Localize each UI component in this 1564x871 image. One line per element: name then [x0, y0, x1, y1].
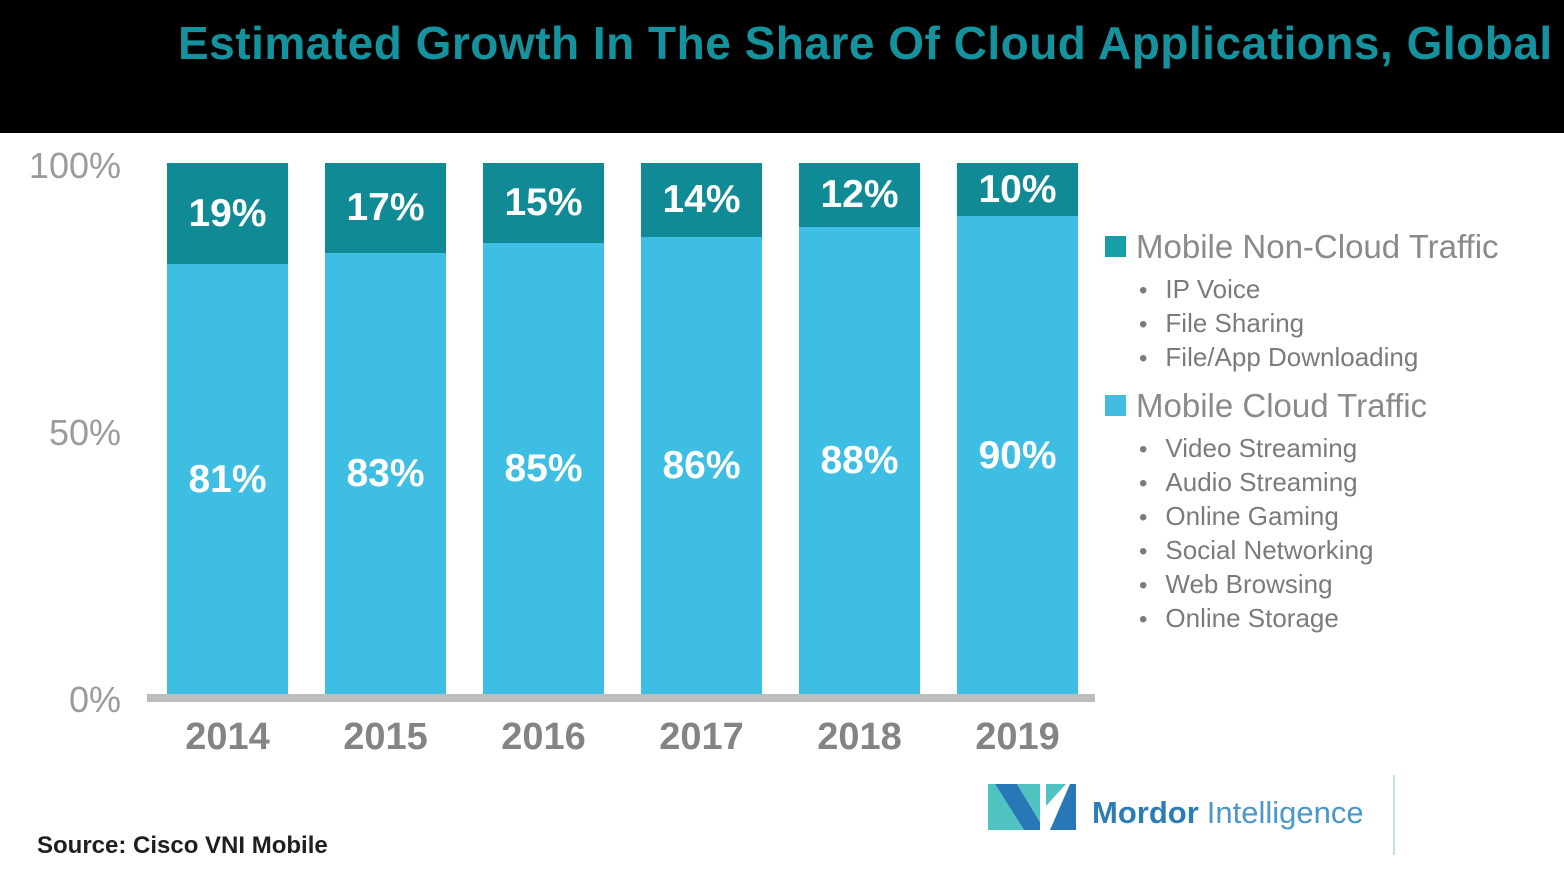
segment-value-label: 15%	[504, 180, 583, 224]
plot-area: 19% 81% 17% 83% 15% 85% 14% 86% 12% 88% 10% 90%	[167, 163, 1078, 695]
segment-non-cloud-2018: 12%	[799, 163, 920, 227]
legend-item-label: IP Voice	[1165, 273, 1261, 304]
chart-title: Estimated Growth In The Share Of Cloud A…	[178, 17, 1553, 69]
x-label-2018: 2018	[817, 716, 902, 758]
legend-item-label: Audio Streaming	[1165, 466, 1358, 497]
x-axis-labels: 2014 2015 2016 2017 2018 2019	[167, 716, 1078, 759]
legend-swatch-icon	[1105, 236, 1126, 257]
bar-2019: 10% 90%	[957, 163, 1078, 695]
x-label-2019: 2019	[975, 716, 1060, 758]
legend: Mobile Non-Cloud Traffic • IP Voice • File S…	[1105, 228, 1564, 649]
legend-item: • File Sharing	[1139, 307, 1564, 341]
segment-non-cloud-2016: 15%	[483, 163, 604, 243]
legend-item: • IP Voice	[1139, 273, 1564, 307]
segment-value-label: 90%	[978, 433, 1057, 477]
segment-non-cloud-2014: 19%	[167, 163, 288, 265]
legend-group-label: Mobile Non-Cloud Traffic	[1136, 228, 1499, 265]
brand-divider	[1393, 775, 1395, 855]
bullet-icon: •	[1139, 344, 1148, 372]
bar-2018: 12% 88%	[799, 163, 920, 695]
legend-group-label: Mobile Cloud Traffic	[1136, 386, 1428, 424]
segment-value-label: 19%	[188, 191, 267, 235]
bar-2017: 14% 86%	[641, 163, 762, 695]
title-bar: Estimated Growth In The Share Of Cloud A…	[0, 0, 1564, 133]
legend-item: • Social Networking	[1139, 534, 1564, 568]
x-label-2016: 2016	[501, 716, 586, 758]
bullet-icon: •	[1139, 276, 1148, 304]
segment-value-label: 14%	[662, 178, 741, 222]
segment-non-cloud-2019: 10%	[957, 163, 1078, 217]
segment-value-label: 85%	[504, 446, 583, 490]
bullet-icon: •	[1139, 435, 1148, 463]
legend-item-label: Online Storage	[1165, 602, 1339, 633]
bullet-icon: •	[1139, 605, 1148, 633]
segment-value-label: 81%	[188, 457, 267, 501]
segment-cloud-2018: 88%	[799, 226, 920, 695]
legend-item-list: • IP Voice • File Sharing • File/App Download…	[1105, 273, 1564, 375]
bar-2014: 19% 81%	[167, 163, 288, 695]
segment-value-label: 83%	[346, 452, 425, 496]
legend-item: • Online Storage	[1139, 602, 1564, 636]
legend-group-header: Mobile Cloud Traffic	[1105, 386, 1564, 425]
brand-name: Mordor Intelligence	[1092, 795, 1364, 831]
segment-non-cloud-2015: 17%	[325, 163, 446, 254]
segment-value-label: 86%	[662, 444, 741, 488]
legend-group: Mobile Cloud Traffic • Video Streaming • Aud…	[1105, 386, 1564, 636]
segment-cloud-2019: 90%	[957, 216, 1078, 695]
x-label-2015: 2015	[343, 716, 428, 758]
bullet-icon: •	[1139, 571, 1148, 599]
segment-cloud-2015: 83%	[325, 253, 446, 695]
segment-value-label: 10%	[978, 167, 1057, 211]
segment-value-label: 88%	[820, 438, 899, 482]
bullet-icon: •	[1139, 503, 1148, 531]
legend-item-label: File Sharing	[1165, 307, 1305, 338]
segment-cloud-2017: 86%	[641, 237, 762, 695]
legend-swatch-icon	[1105, 394, 1126, 416]
brand-logo: Mordor Intelligence	[988, 784, 1364, 835]
legend-item-label: File/App Downloading	[1165, 341, 1419, 372]
y-tick-50: 50%	[48, 412, 121, 453]
segment-value-label: 17%	[346, 186, 425, 230]
y-tick-0: 0%	[68, 679, 121, 720]
legend-item: • Online Gaming	[1139, 500, 1564, 534]
x-label-2017: 2017	[659, 716, 744, 758]
segment-value-label: 12%	[820, 172, 899, 216]
legend-item-list: • Video Streaming • Audio Streaming • Online …	[1105, 432, 1564, 636]
legend-item-label: Social Networking	[1165, 534, 1374, 565]
bullet-icon: •	[1139, 310, 1148, 338]
legend-item: • Audio Streaming	[1139, 466, 1564, 500]
legend-group-header: Mobile Non-Cloud Traffic	[1105, 228, 1564, 266]
bullet-icon: •	[1139, 537, 1148, 565]
legend-item-label: Online Gaming	[1165, 500, 1339, 531]
brand-name-bold: Mordor	[1092, 794, 1199, 830]
legend-item-label: Video Streaming	[1165, 432, 1358, 463]
source-note: Source: Cisco VNI Mobile	[37, 832, 328, 859]
segment-cloud-2016: 85%	[483, 242, 604, 695]
segment-non-cloud-2017: 14%	[641, 163, 762, 238]
bar-2015: 17% 83%	[325, 163, 446, 695]
bar-2016: 15% 85%	[483, 163, 604, 695]
brand-name-light: Intelligence	[1206, 794, 1364, 830]
y-tick-100: 100%	[28, 145, 121, 186]
legend-group: Mobile Non-Cloud Traffic • IP Voice • File S…	[1105, 228, 1564, 375]
x-axis-line	[147, 694, 1095, 702]
mordor-logo-icon	[988, 784, 1076, 835]
legend-item: • Video Streaming	[1139, 432, 1564, 466]
legend-item: • File/App Downloading	[1139, 341, 1564, 375]
bullet-icon: •	[1139, 469, 1148, 497]
segment-cloud-2014: 81%	[167, 264, 288, 695]
legend-item-label: Web Browsing	[1165, 568, 1333, 599]
legend-item: • Web Browsing	[1139, 568, 1564, 602]
x-label-2014: 2014	[185, 716, 270, 758]
